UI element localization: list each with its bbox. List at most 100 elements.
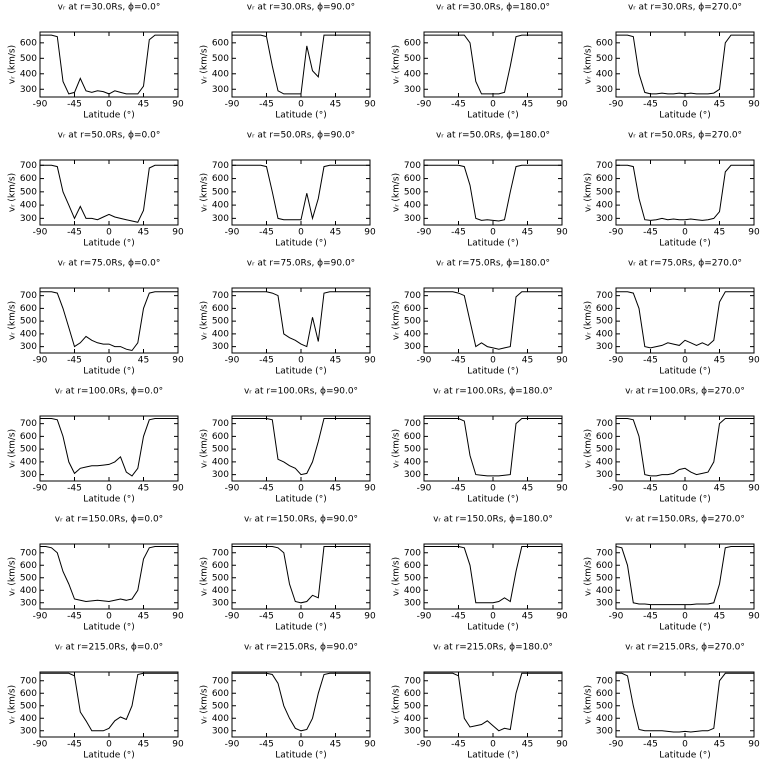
y-tick-label: 400 <box>404 457 421 467</box>
y-tick-label: 500 <box>596 317 613 327</box>
y-tick-label: 300 <box>596 342 613 352</box>
x-tick-label: 45 <box>522 740 533 750</box>
x-tick-label: 45 <box>522 100 533 110</box>
y-tick-label: 600 <box>404 174 421 184</box>
y-tick-label: 300 <box>596 470 613 480</box>
y-tick-label: 500 <box>212 445 229 455</box>
x-tick-label: 45 <box>714 740 725 750</box>
y-tick-label: 500 <box>596 54 613 64</box>
x-tick-label: 0 <box>106 356 112 366</box>
data-line <box>40 164 178 223</box>
x-tick-label: 90 <box>172 612 184 622</box>
x-tick-label: 0 <box>298 484 304 494</box>
x-tick-label: -90 <box>33 356 48 366</box>
x-tick-label: 0 <box>106 740 112 750</box>
x-tick-label: -45 <box>67 484 82 494</box>
x-tick-label: -45 <box>451 228 466 238</box>
y-tick-label: 700 <box>404 161 421 171</box>
x-tick-label: 0 <box>490 356 496 366</box>
x-tick-label: -90 <box>609 484 624 494</box>
chart-title: vᵣ at r=150.0Rs, ϕ=90.0° <box>244 515 358 525</box>
y-axis-label: vᵣ (km/s) <box>8 45 18 84</box>
x-tick-label: 90 <box>748 612 760 622</box>
y-tick-label: 500 <box>20 187 37 197</box>
x-axis-label: Latitude (°) <box>659 495 710 505</box>
chart-title: vᵣ at r=215.0Rs, ϕ=0.0° <box>55 643 163 653</box>
x-tick-label: 45 <box>330 484 341 494</box>
x-tick-label: -45 <box>643 740 658 750</box>
y-axis-label: vᵣ (km/s) <box>392 429 402 468</box>
y-tick-label: 700 <box>596 548 613 558</box>
x-tick-label: 45 <box>714 612 725 622</box>
y-tick-label: 400 <box>404 69 421 79</box>
chart-title: vᵣ at r=75.0Rs, ϕ=180.0° <box>436 259 550 269</box>
y-tick-label: 600 <box>212 38 229 48</box>
plot-frame <box>231 31 371 98</box>
x-tick-label: 90 <box>556 612 568 622</box>
x-tick-label: 0 <box>682 356 688 366</box>
y-tick-label: 400 <box>212 201 229 211</box>
y-axis-label: vᵣ (km/s) <box>200 429 210 468</box>
data-line <box>616 672 754 733</box>
y-tick-label: 600 <box>20 174 37 184</box>
y-tick-label: 500 <box>212 187 229 197</box>
x-tick-label: 90 <box>556 228 568 238</box>
plot-frame <box>615 415 755 482</box>
x-tick-label: 90 <box>364 612 376 622</box>
y-tick-label: 300 <box>20 470 37 480</box>
x-tick-label: 0 <box>682 740 688 750</box>
x-tick-label: -45 <box>259 100 274 110</box>
y-tick-label: 400 <box>596 457 613 467</box>
x-tick-label: -45 <box>643 100 658 110</box>
y-tick-label: 500 <box>404 54 421 64</box>
y-tick-label: 400 <box>596 69 613 79</box>
y-tick-label: 300 <box>404 342 421 352</box>
x-tick-label: -90 <box>417 100 432 110</box>
x-tick-label: 45 <box>138 484 149 494</box>
x-tick-label: -90 <box>225 228 240 238</box>
x-tick-label: 90 <box>748 740 760 750</box>
x-tick-label: 45 <box>138 612 149 622</box>
x-tick-label: -90 <box>33 484 48 494</box>
plot-frame <box>615 31 755 98</box>
y-tick-label: 400 <box>404 586 421 596</box>
chart-title: vᵣ at r=150.0Rs, ϕ=270.0° <box>625 515 745 525</box>
plot-frame <box>231 671 371 738</box>
x-axis-label: Latitude (°) <box>275 495 326 505</box>
data-line <box>40 672 178 732</box>
y-tick-label: 300 <box>212 726 229 736</box>
x-tick-label: 90 <box>556 484 568 494</box>
y-tick-label: 300 <box>20 726 37 736</box>
x-tick-label: 90 <box>172 228 184 238</box>
x-axis-label: Latitude (°) <box>275 367 326 377</box>
x-tick-label: -45 <box>643 356 658 366</box>
plot-frame <box>39 671 179 738</box>
y-tick-label: 500 <box>20 701 37 711</box>
x-tick-label: 90 <box>364 100 376 110</box>
x-tick-label: -45 <box>67 356 82 366</box>
y-axis-label: vᵣ (km/s) <box>200 45 210 84</box>
y-tick-label: 600 <box>404 432 421 442</box>
y-tick-label: 300 <box>20 342 37 352</box>
y-tick-label: 400 <box>20 457 37 467</box>
x-tick-label: -45 <box>451 612 466 622</box>
x-tick-label: 0 <box>106 228 112 238</box>
y-tick-label: 600 <box>404 38 421 48</box>
data-line <box>232 34 370 95</box>
x-tick-label: -45 <box>259 228 274 238</box>
x-tick-label: 0 <box>490 484 496 494</box>
y-tick-label: 500 <box>404 317 421 327</box>
plot-frame <box>231 543 371 610</box>
x-tick-label: -45 <box>67 100 82 110</box>
x-axis-label: Latitude (°) <box>83 111 134 121</box>
x-tick-label: 0 <box>682 484 688 494</box>
x-tick-label: -90 <box>609 740 624 750</box>
chart-title: vᵣ at r=30.0Rs, ϕ=180.0° <box>436 3 550 13</box>
chart-title: vᵣ at r=50.0Rs, ϕ=0.0° <box>58 131 161 141</box>
x-tick-label: -45 <box>643 612 658 622</box>
data-line <box>424 34 562 95</box>
x-tick-label: 0 <box>682 228 688 238</box>
data-line <box>616 291 754 349</box>
data-line <box>424 418 562 477</box>
data-line <box>424 672 562 732</box>
